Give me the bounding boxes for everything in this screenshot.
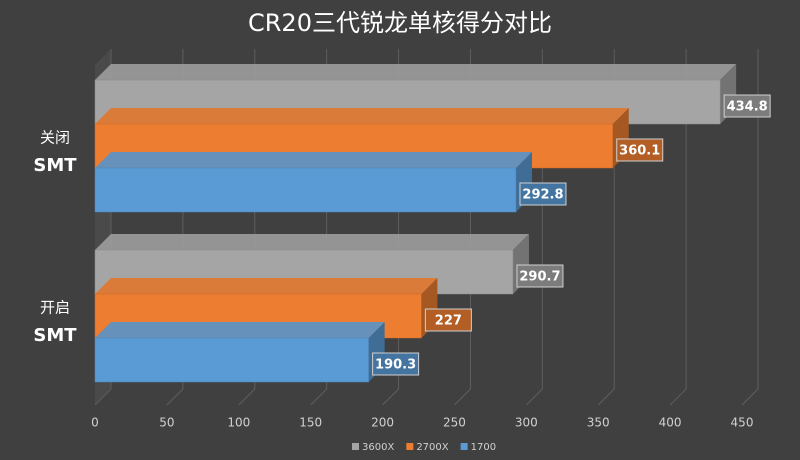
legend-label: 1700 (471, 442, 496, 453)
bar-top (95, 64, 737, 80)
value-label-box (372, 352, 420, 376)
value-label: 190.3 (375, 358, 416, 373)
bar (94, 337, 369, 383)
value-label-box (616, 138, 664, 162)
x-tick-label: 450 (731, 416, 754, 430)
legend-swatch (406, 443, 414, 450)
bar-top (95, 152, 532, 168)
x-tick-label: 350 (587, 416, 610, 430)
bar-top (95, 108, 629, 124)
x-tick-label: 100 (227, 416, 250, 430)
bar-top (95, 322, 385, 338)
legend-label: 3600X (362, 442, 394, 453)
x-tick-label: 50 (159, 416, 174, 430)
y-tick-label: SMT (33, 325, 77, 346)
x-tick-label: 150 (299, 416, 322, 430)
value-label: 292.8 (522, 188, 563, 203)
x-tick-label: 250 (443, 416, 466, 430)
y-tick-label: SMT (33, 155, 77, 176)
x-tick-label: 200 (371, 416, 394, 430)
chart-title: CR20三代锐龙单核得分对比 (248, 9, 552, 37)
value-label: 290.7 (519, 270, 560, 285)
x-tick-label: 0 (91, 416, 99, 430)
value-label-box (723, 94, 771, 118)
x-tick-label: 400 (659, 416, 682, 430)
value-label: 227 (435, 314, 462, 329)
value-label-box (519, 182, 567, 206)
bar (94, 167, 517, 213)
value-label-box (424, 308, 472, 332)
x-tick-label: 300 (515, 416, 538, 430)
value-label: 434.8 (727, 100, 768, 115)
bar-top (95, 234, 529, 250)
value-label-box (516, 264, 564, 288)
legend-label: 2700X (416, 442, 448, 453)
y-tick-label: 关闭 (40, 129, 70, 147)
grid-line (669, 49, 687, 406)
value-label: 360.1 (619, 144, 660, 159)
grid-line (741, 49, 759, 406)
y-tick-label: 开启 (40, 299, 70, 317)
legend-swatch (460, 443, 468, 450)
bar-top (95, 278, 438, 294)
legend-swatch (352, 443, 359, 450)
